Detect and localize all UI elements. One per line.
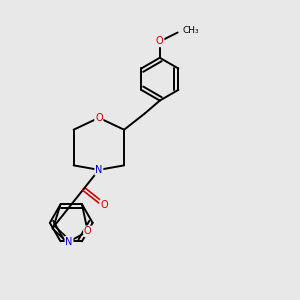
Text: O: O: [84, 226, 92, 236]
Text: N: N: [95, 165, 103, 175]
Text: CH₃: CH₃: [183, 26, 200, 34]
Text: O: O: [156, 36, 164, 46]
Text: O: O: [100, 200, 108, 210]
Text: N: N: [65, 237, 73, 247]
Text: O: O: [95, 113, 103, 123]
